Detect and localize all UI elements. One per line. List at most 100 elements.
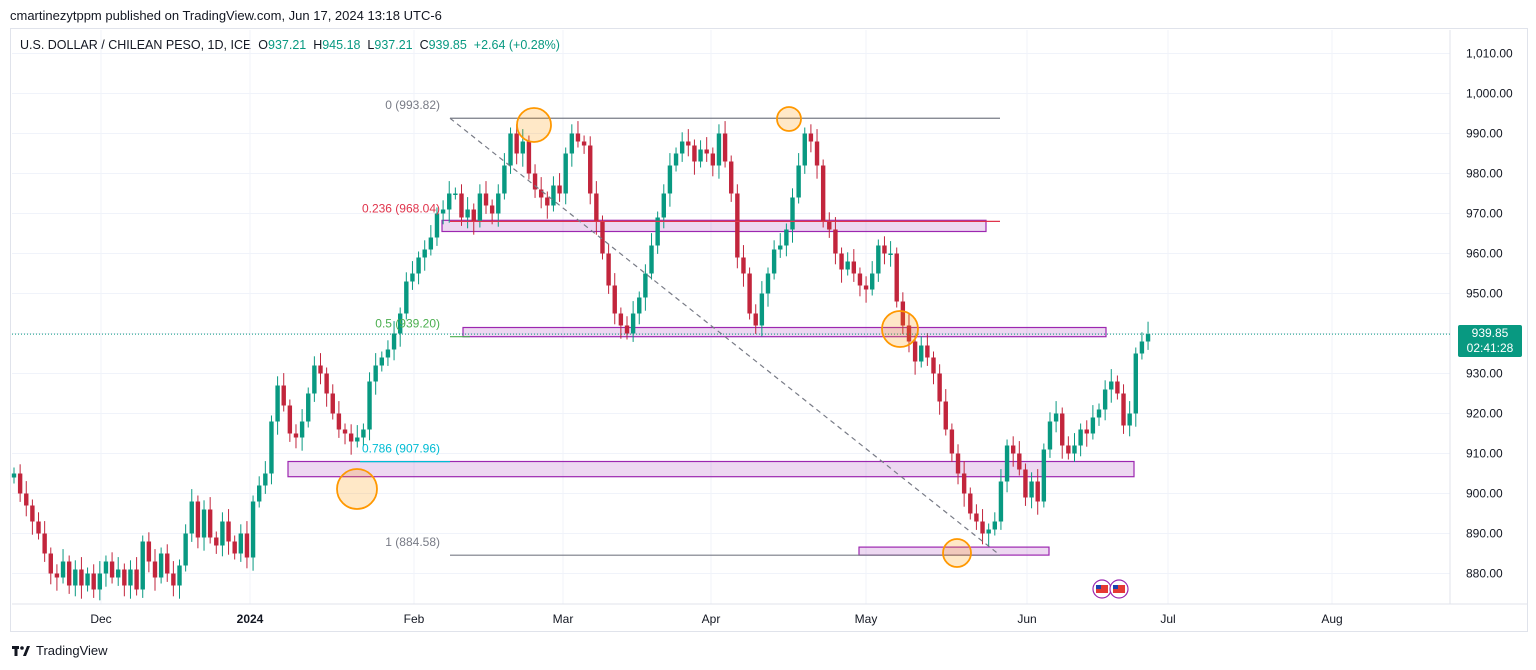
candle-body [85,573,90,586]
candle-body [575,133,581,142]
candle-body [1010,445,1016,454]
candle-body [845,261,850,270]
candle-body [1035,481,1040,502]
candle-body [103,561,109,574]
candle-body [1145,334,1151,342]
candle-body [698,149,703,162]
candle-body [1023,469,1028,498]
flag-canton [1113,585,1118,589]
candle-body [618,313,624,326]
highlight-circle [336,468,378,510]
last-price-tag: 939.85 02:41:28 [1458,325,1522,357]
candle-body [630,313,636,334]
candle-body [171,573,176,586]
candle-body [600,221,605,254]
candle-body [716,133,722,166]
candle-body [888,253,893,255]
candle-body [140,541,145,590]
candle-body [1041,449,1047,502]
fib-level-label: 0.5 (939.20) [375,317,440,331]
candle-body [778,245,783,250]
candle-body [514,133,519,154]
support-resistance-zone [462,326,1107,338]
highlight-circle [776,106,802,132]
candle-body [11,473,17,478]
candle-body [324,373,329,394]
candle-body [447,193,452,210]
candle-body [796,165,801,198]
candle-body [1127,413,1132,426]
candle-body [440,209,446,214]
candle-body [250,501,256,558]
y-tick-label: 990.00 [1466,127,1503,141]
candle-body [459,193,464,218]
y-tick-label: 970.00 [1466,207,1503,221]
candle-body [551,185,556,206]
candle-body [692,145,697,162]
candle-body [667,165,673,194]
candle-body [520,141,525,154]
high-label: H [313,38,323,52]
x-tick-label: Dec [90,612,111,626]
candle-body [232,541,237,554]
candle-body [385,349,391,358]
candle-body [263,473,268,486]
candle-body [91,573,96,590]
candle-body [679,141,685,154]
x-tick-label: Mar [553,612,574,626]
candle-body [1004,445,1010,482]
candle-body [882,245,887,254]
candle-body [532,173,538,190]
candle-body [894,253,899,302]
candle-body [649,245,654,274]
candle-body [759,293,765,326]
candle-body [906,325,912,342]
candle-body [355,437,360,442]
candle-body [765,273,771,294]
candle-body [900,301,906,326]
y-tick-label: 900.00 [1466,487,1503,501]
candle-body [410,273,415,282]
candle-body [269,421,274,474]
candle-body [146,541,152,562]
candle-body [238,533,244,554]
candle-body [612,285,617,314]
candle-body [839,253,844,270]
candle-body [968,493,973,514]
bar-countdown: 02:41:28 [1466,341,1514,355]
y-tick-label: 890.00 [1466,527,1503,541]
candle-body [361,429,366,438]
candle-body [1139,341,1145,354]
candle-body [373,365,378,382]
support-resistance-zone [441,219,987,233]
candle-body [281,385,286,406]
candle-body [851,261,857,274]
candle-body [581,141,587,146]
x-tick-label: Feb [404,612,425,626]
fib-level-label: 0 (993.82) [385,98,440,112]
candle-body [24,493,29,506]
candle-body [992,521,997,530]
x-tick-label: 2024 [237,612,264,626]
candle-body [1017,453,1022,470]
candle-body [220,521,225,546]
tradingview-logo-icon [12,644,30,658]
candle-body [434,213,440,238]
candle-body [152,561,158,578]
candle-body [1078,429,1083,446]
candle-body [637,297,642,314]
fib-level-label: 1 (884.58) [385,535,440,549]
candle-body [183,533,188,566]
candle-body [937,373,942,402]
candle-body [158,553,164,578]
candle-body [1047,421,1053,450]
candle-body [1115,381,1120,394]
candle-body [477,193,483,222]
candle-body [134,569,139,590]
candle-body [857,273,863,286]
candle-body [912,341,918,362]
highlight-circle [881,310,919,348]
candle-body [275,385,280,422]
highlight-circle [942,538,972,568]
